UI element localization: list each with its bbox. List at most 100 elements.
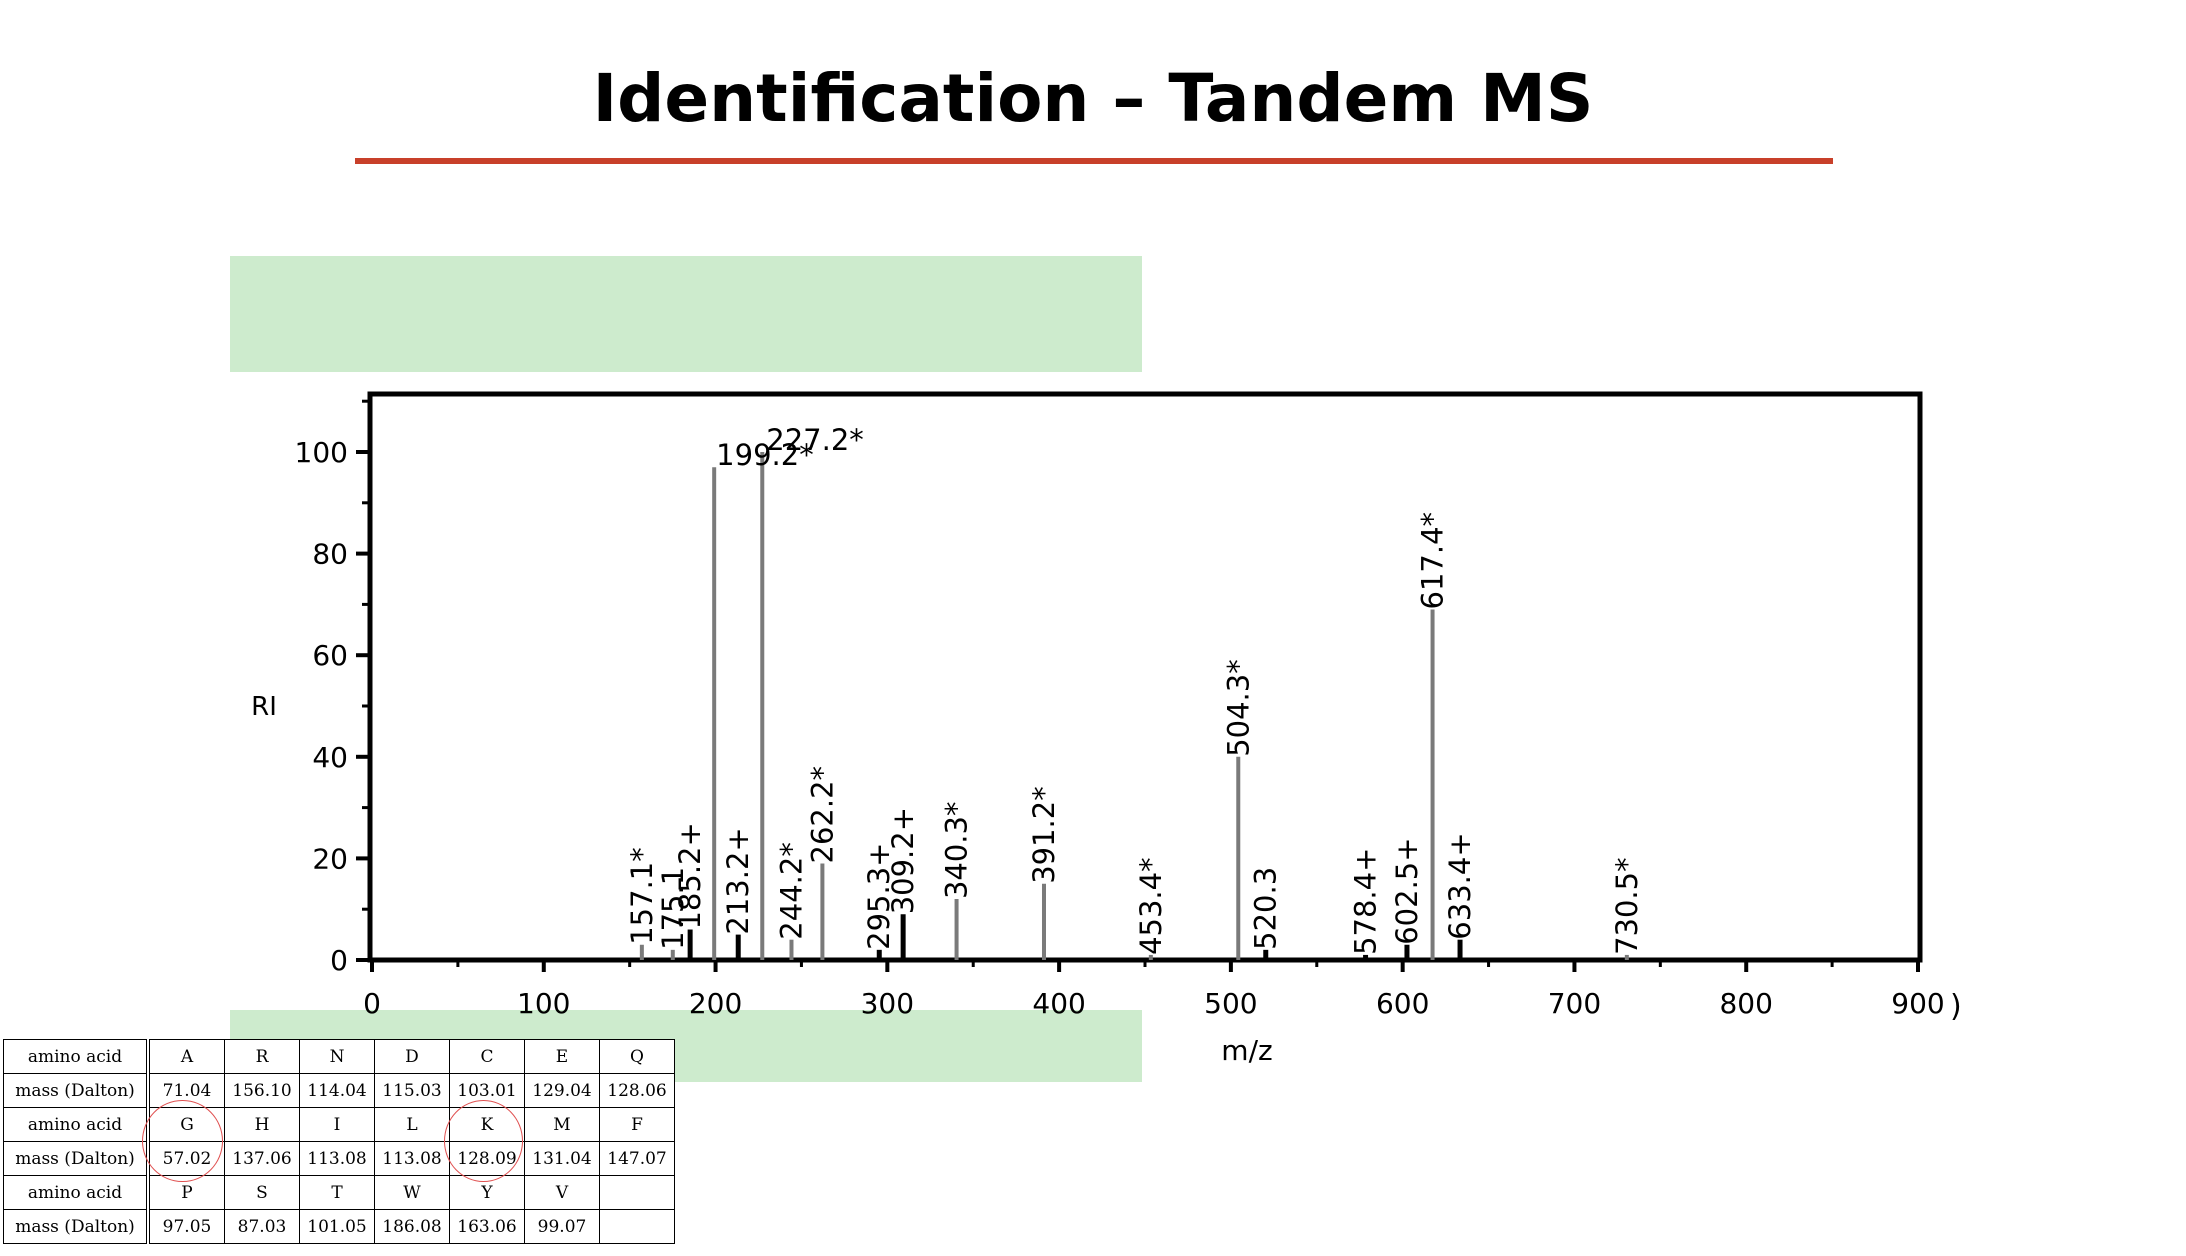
table-row: mass (Dalton) 71.04 156.10 114.04 115.03 103.… <box>3 1073 675 1108</box>
peak-label-10: 340.3* <box>940 802 974 900</box>
x-axis-label: m/z <box>1221 1034 1272 1067</box>
y-tick-label-2: 40 <box>312 741 348 774</box>
peak-label-12: 453.4* <box>1134 857 1168 955</box>
x-tick-label-4: 400 <box>1032 987 1085 1020</box>
table-cell: C <box>449 1039 525 1074</box>
table-cell: 147.07 <box>599 1141 675 1176</box>
table-row: mass (Dalton) 57.02 137.06 113.08 113.08 128.… <box>3 1141 675 1176</box>
row-header: mass (Dalton) <box>3 1209 150 1244</box>
slide-title: Identification – Tandem MS <box>592 60 1594 137</box>
table-cell: I <box>299 1107 375 1142</box>
x-tick-label-0: 0 <box>363 987 381 1020</box>
x-tick-label-9: 900 <box>1891 987 1944 1020</box>
table-cell: T <box>299 1175 375 1210</box>
table-cell: P <box>147 1175 225 1210</box>
table-cell: 156.10 <box>224 1073 300 1108</box>
peak-label-17: 617.4* <box>1416 512 1450 610</box>
y-tick-label-0: 0 <box>330 944 348 977</box>
plot-frame <box>367 391 1923 963</box>
peak-label-0: 157.1* <box>625 847 659 945</box>
table-cell: Q <box>599 1039 675 1074</box>
table-cell: 101.05 <box>299 1209 375 1244</box>
x-tick-label-7: 700 <box>1548 987 1601 1020</box>
table-cell: L <box>374 1107 450 1142</box>
table-cell: K <box>449 1107 525 1142</box>
table-cell: 57.02 <box>147 1141 225 1176</box>
row-header: amino acid <box>3 1107 150 1142</box>
table-cell: 129.04 <box>524 1073 600 1108</box>
peak-label-19: 730.5* <box>1610 857 1644 955</box>
table-cell: 128.09 <box>449 1141 525 1176</box>
y-tick-label-1: 20 <box>312 842 348 875</box>
table-row: amino acid G H I L K M F <box>3 1107 675 1142</box>
green-highlight-box-top <box>230 256 1142 372</box>
stray-paren: ) <box>1950 989 1962 1024</box>
table-cell: H <box>224 1107 300 1142</box>
peak-label-4: 213.2+ <box>721 827 755 934</box>
table-cell: Y <box>449 1175 525 1210</box>
y-axis: 0 20 40 60 80 100 <box>295 399 372 977</box>
x-tick-label-6: 600 <box>1376 987 1429 1020</box>
x-tick-label-3: 300 <box>861 987 914 1020</box>
peak-label-15: 578.4+ <box>1349 848 1383 955</box>
peak-label-16: 602.5+ <box>1390 837 1424 944</box>
peak-label-5: 227.2* <box>766 423 864 457</box>
table-cell: 114.04 <box>299 1073 375 1108</box>
x-tick-label-2: 200 <box>689 987 742 1020</box>
table-cell: E <box>524 1039 600 1074</box>
y-tick-label-5: 100 <box>295 436 348 469</box>
table-cell: 163.06 <box>449 1209 525 1244</box>
peak-label-8: 295.3+ <box>862 843 896 950</box>
row-header: mass (Dalton) <box>3 1141 150 1176</box>
table-cell: 131.04 <box>524 1141 600 1176</box>
table-cell: W <box>374 1175 450 1210</box>
table-cell <box>599 1209 675 1244</box>
y-tick-label-4: 80 <box>312 538 348 571</box>
table-cell: G <box>147 1107 225 1142</box>
peak-label-13: 504.3* <box>1221 659 1255 757</box>
peak-label-2: 185.2+ <box>673 822 707 929</box>
peak-label-1: 175.1 <box>656 867 690 950</box>
table-cell: A <box>147 1039 225 1074</box>
table-cell: D <box>374 1039 450 1074</box>
table-cell: 71.04 <box>147 1073 225 1108</box>
table-cell <box>599 1175 675 1210</box>
peak-label-9: 309.2+ <box>886 807 920 914</box>
table-cell: 97.05 <box>147 1209 225 1244</box>
peak-label-3: 199.2* <box>716 438 814 472</box>
table-cell: F <box>599 1107 675 1142</box>
x-axis: 0 100 200 300 400 500 600 700 800 900 <box>363 960 1945 1020</box>
table-cell: N <box>299 1039 375 1074</box>
table-cell: 186.08 <box>374 1209 450 1244</box>
row-header: mass (Dalton) <box>3 1073 150 1108</box>
title-underline <box>355 158 1833 164</box>
table-cell: 87.03 <box>224 1209 300 1244</box>
x-tick-label-5: 500 <box>1204 987 1257 1020</box>
table-cell: 137.06 <box>224 1141 300 1176</box>
table-cell: 113.08 <box>374 1141 450 1176</box>
peak-label-6: 244.2* <box>774 842 808 940</box>
table-cell: M <box>524 1107 600 1142</box>
peak-label-7: 262.2* <box>805 766 839 864</box>
table-cell: V <box>524 1175 600 1210</box>
table-cell: 99.07 <box>524 1209 600 1244</box>
peaks-layer <box>639 452 1629 960</box>
table-cell: 103.01 <box>449 1073 525 1108</box>
row-header: amino acid <box>3 1175 150 1210</box>
x-tick-label-1: 100 <box>517 987 570 1020</box>
x-tick-label-8: 800 <box>1719 987 1772 1020</box>
table-cell: 115.03 <box>374 1073 450 1108</box>
row-header: amino acid <box>3 1039 150 1074</box>
y-axis-label: RI <box>251 692 277 722</box>
table-cell: S <box>224 1175 300 1210</box>
table-row: amino acid A R N D C E Q <box>3 1039 675 1074</box>
table-row: amino acid P S T W Y V <box>3 1175 675 1210</box>
table-cell: R <box>224 1039 300 1074</box>
peak-label-11: 391.2* <box>1027 786 1061 884</box>
y-tick-label-3: 60 <box>312 639 348 672</box>
table-cell: 113.08 <box>299 1141 375 1176</box>
peak-label-18: 633.4+ <box>1443 832 1477 939</box>
